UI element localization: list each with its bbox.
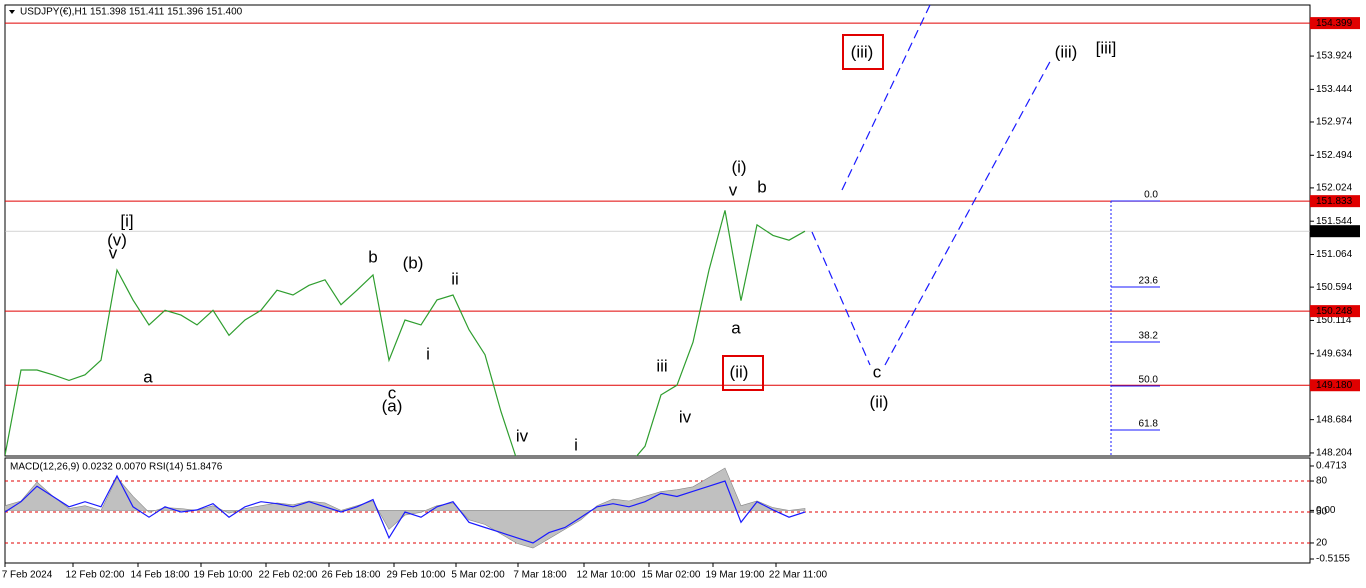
fib-label: 0.0 bbox=[1144, 190, 1158, 201]
overlay: 0.0 23.6 38.2 50.0 61.8 [i] (v) v a b (b… bbox=[2, 4, 1360, 581]
wave-label: iii bbox=[656, 356, 667, 375]
x-tick-label: 22 Mar 11:00 bbox=[769, 570, 828, 581]
wave-label: iv bbox=[516, 426, 529, 445]
y-tick-label: -0.5155 bbox=[1316, 554, 1350, 565]
wave-label: [i] bbox=[120, 211, 133, 230]
wave-label: v bbox=[729, 180, 738, 199]
x-tick-label: 29 Feb 10:00 bbox=[387, 570, 446, 581]
wave-label: b bbox=[757, 177, 766, 196]
x-tick-label: 19 Feb 10:00 bbox=[194, 570, 253, 581]
menu-arrow[interactable] bbox=[9, 10, 15, 14]
box bbox=[842, 34, 884, 70]
y-tick-label: 152.494 bbox=[1316, 150, 1353, 161]
box bbox=[722, 355, 764, 391]
wave-label: (iii) bbox=[851, 42, 874, 61]
wave-label: iv bbox=[679, 407, 692, 426]
x-tick-label: 12 Feb 02:00 bbox=[66, 570, 125, 581]
x-tick-label: 15 Mar 02:00 bbox=[642, 570, 701, 581]
x-tick-label: 12 Mar 10:00 bbox=[577, 570, 636, 581]
last-price-tag bbox=[1310, 225, 1360, 238]
fib-label: 38.2 bbox=[1139, 331, 1159, 342]
x-tick-label: 5 Mar 02:00 bbox=[451, 570, 505, 581]
level-tag bbox=[1310, 305, 1360, 318]
fib-label: 23.6 bbox=[1139, 276, 1159, 287]
y-tick-label: 153.924 bbox=[1316, 51, 1353, 62]
wave-label: (b) bbox=[403, 253, 424, 272]
wave-label: c bbox=[388, 383, 397, 402]
wave-label: a bbox=[143, 367, 153, 386]
x-tick-label: 7 Feb 2024 bbox=[2, 570, 53, 581]
level-tag bbox=[1310, 195, 1360, 208]
projection-line bbox=[884, 57, 1053, 366]
y-tick-label: 148.204 bbox=[1316, 448, 1353, 459]
y-tick-label: 0.4713 bbox=[1316, 461, 1347, 472]
x-tick-label: 19 Mar 19:00 bbox=[706, 570, 765, 581]
y-tick-label: 152.974 bbox=[1316, 117, 1353, 128]
main-panel bbox=[4, 4, 1311, 457]
y-tick-label: 80 bbox=[1316, 476, 1328, 487]
projection bbox=[811, 4, 1053, 366]
x-tick-label: 14 Feb 18:00 bbox=[131, 570, 190, 581]
y-tick-label: 152.024 bbox=[1316, 183, 1353, 194]
y-tick-label: 148.684 bbox=[1316, 414, 1353, 425]
y-tick-label: 150.594 bbox=[1316, 282, 1353, 293]
wave-label: ii bbox=[451, 269, 459, 288]
y-tick-label: 50 bbox=[1316, 507, 1328, 518]
indicator-plot bbox=[5, 467, 1310, 549]
indicator-title: MACD(12,26,9) 0.0232 0.0070 RSI(14) 51.8… bbox=[10, 462, 223, 473]
level-tag bbox=[1310, 379, 1360, 392]
wave-label: i bbox=[574, 435, 578, 454]
wave-label: (ii) bbox=[870, 392, 889, 411]
main-plot bbox=[5, 22, 1310, 456]
level-tag bbox=[1310, 17, 1360, 30]
projection-line bbox=[811, 231, 871, 366]
last-price-label: 151.400 bbox=[1316, 226, 1353, 237]
x-tick-label: 26 Feb 18:00 bbox=[322, 570, 381, 581]
fib-label: 50.0 bbox=[1139, 375, 1159, 386]
wave-label: b bbox=[368, 247, 377, 266]
wave-label: [iii] bbox=[1096, 38, 1117, 57]
level-label: 151.833 bbox=[1316, 196, 1353, 207]
y-tick-label: 149.634 bbox=[1316, 348, 1353, 359]
fib-label: 61.8 bbox=[1139, 419, 1159, 430]
wave-label: (v) bbox=[107, 230, 127, 249]
wave-label: (ii) bbox=[730, 362, 749, 381]
wave-label: v bbox=[109, 243, 118, 262]
y-tick-label: 20 bbox=[1316, 538, 1328, 549]
y-tick-label: 151.064 bbox=[1316, 249, 1353, 260]
y-tick-label: 153.444 bbox=[1316, 84, 1353, 95]
level-label: 149.180 bbox=[1316, 380, 1353, 391]
chart-title: USDJPY(€),H1 151.398 151.411 151.396 151… bbox=[20, 7, 243, 18]
histogram bbox=[5, 467, 806, 549]
wave-label: c bbox=[873, 362, 882, 381]
projection-line bbox=[841, 4, 931, 191]
series-line bbox=[5, 474, 806, 544]
y-tick-label: 0.00 bbox=[1316, 505, 1336, 516]
y-tick-label: 151.544 bbox=[1316, 216, 1353, 227]
series-line bbox=[5, 210, 806, 456]
y-tick-label: 150.114 bbox=[1316, 315, 1352, 326]
wave-label: (i) bbox=[731, 157, 746, 176]
x-tick-label: 22 Feb 02:00 bbox=[259, 570, 318, 581]
fibonacci: 0.0 23.6 38.2 50.0 61.8 bbox=[1110, 190, 1160, 456]
wave-label: (iii) bbox=[1055, 42, 1078, 61]
wave-label: a bbox=[731, 318, 741, 337]
x-tick-label: 7 Mar 18:00 bbox=[513, 570, 567, 581]
level-label: 154.399 bbox=[1316, 18, 1353, 29]
wave-label: (a) bbox=[382, 396, 403, 415]
level-label: 150.248 bbox=[1316, 306, 1353, 317]
wave-label: i bbox=[426, 344, 430, 363]
